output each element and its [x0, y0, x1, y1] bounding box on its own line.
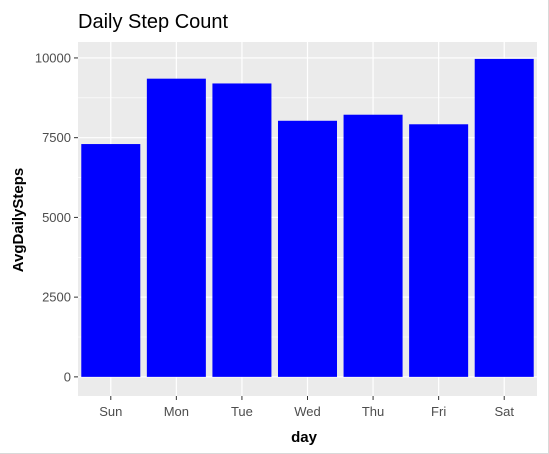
- bar-tue: [212, 83, 272, 377]
- x-tick-label: Mon: [164, 404, 189, 419]
- x-axis-ticks: Sun Mon Tue Wed Thu Fri Sat: [99, 396, 514, 419]
- bar-fri: [409, 124, 469, 377]
- bars: [81, 58, 534, 377]
- y-tick-label: 10000: [35, 50, 71, 65]
- y-axis-ticks: 0 2500 5000 7500 10000: [35, 50, 78, 384]
- y-tick-label: 7500: [42, 130, 71, 145]
- bar-mon: [146, 78, 206, 377]
- bar-thu: [343, 114, 403, 377]
- x-tick-label: Tue: [231, 404, 253, 419]
- y-tick-label: 5000: [42, 210, 71, 225]
- x-tick-label: Sat: [494, 404, 514, 419]
- bar-wed: [277, 120, 338, 377]
- chart-title: Daily Step Count: [78, 11, 229, 33]
- bar-sun: [81, 144, 141, 377]
- x-axis-title: day: [291, 429, 318, 446]
- bar-sat: [474, 58, 534, 377]
- x-tick-label: Sun: [99, 404, 122, 419]
- x-tick-label: Thu: [362, 404, 384, 419]
- x-tick-label: Fri: [431, 404, 446, 419]
- y-axis-title: AvgDailySteps: [10, 168, 27, 272]
- y-tick-label: 2500: [42, 290, 71, 305]
- y-tick-label: 0: [64, 369, 71, 384]
- x-tick-label: Wed: [294, 404, 321, 419]
